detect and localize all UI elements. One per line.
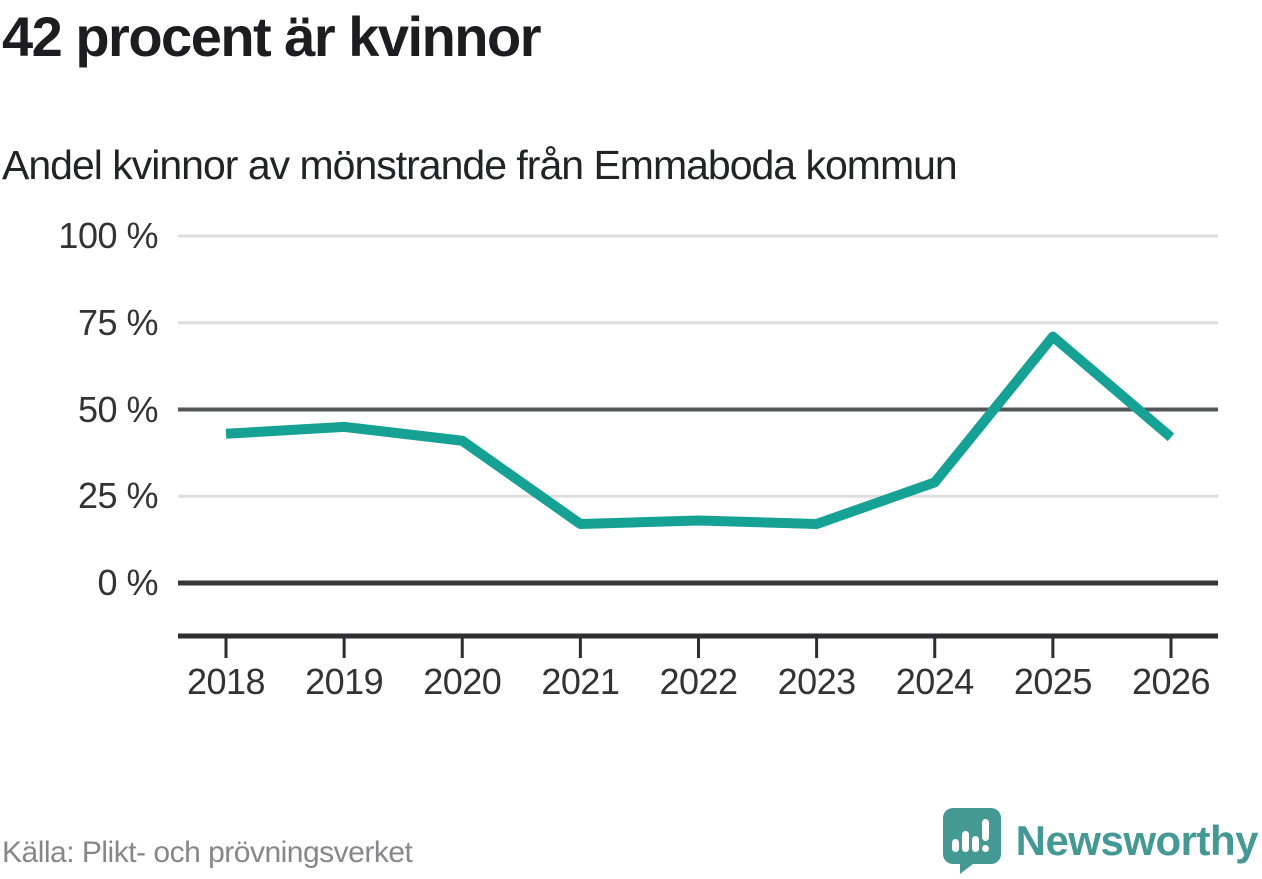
y-tick-label: 25 % [77,475,159,517]
brand-lockup: Newsworthy [939,806,1259,876]
x-tick-label: 2020 [423,661,502,702]
x-tick-label: 2021 [541,661,620,702]
x-tick-label: 2023 [777,661,857,702]
x-tick-label: 2022 [659,661,738,702]
brand-name: Newsworthy [1015,817,1259,864]
x-tick-label: 2025 [1013,661,1093,702]
y-tick-label: 50 % [77,388,159,430]
chart-subtitle: Andel kvinnor av mönstrande från Emmabod… [2,142,958,188]
data-line-andel-kvinnor [225,331,1175,530]
source-note: Källa: Plikt- och prövningsverket [2,836,413,869]
x-tick-label: 2026 [1131,661,1211,702]
newsworthy-logo-icon [942,808,1001,874]
y-tick-label: 75 % [77,301,159,343]
chart-title: 42 procent är kvinnor [2,5,542,68]
y-tick-label: 100 % [58,215,158,256]
x-tick-label: 2019 [305,661,384,702]
x-tick-label: 2024 [895,661,975,702]
y-tick-label: 0 % [97,562,158,603]
x-tick-label: 2018 [186,661,266,702]
